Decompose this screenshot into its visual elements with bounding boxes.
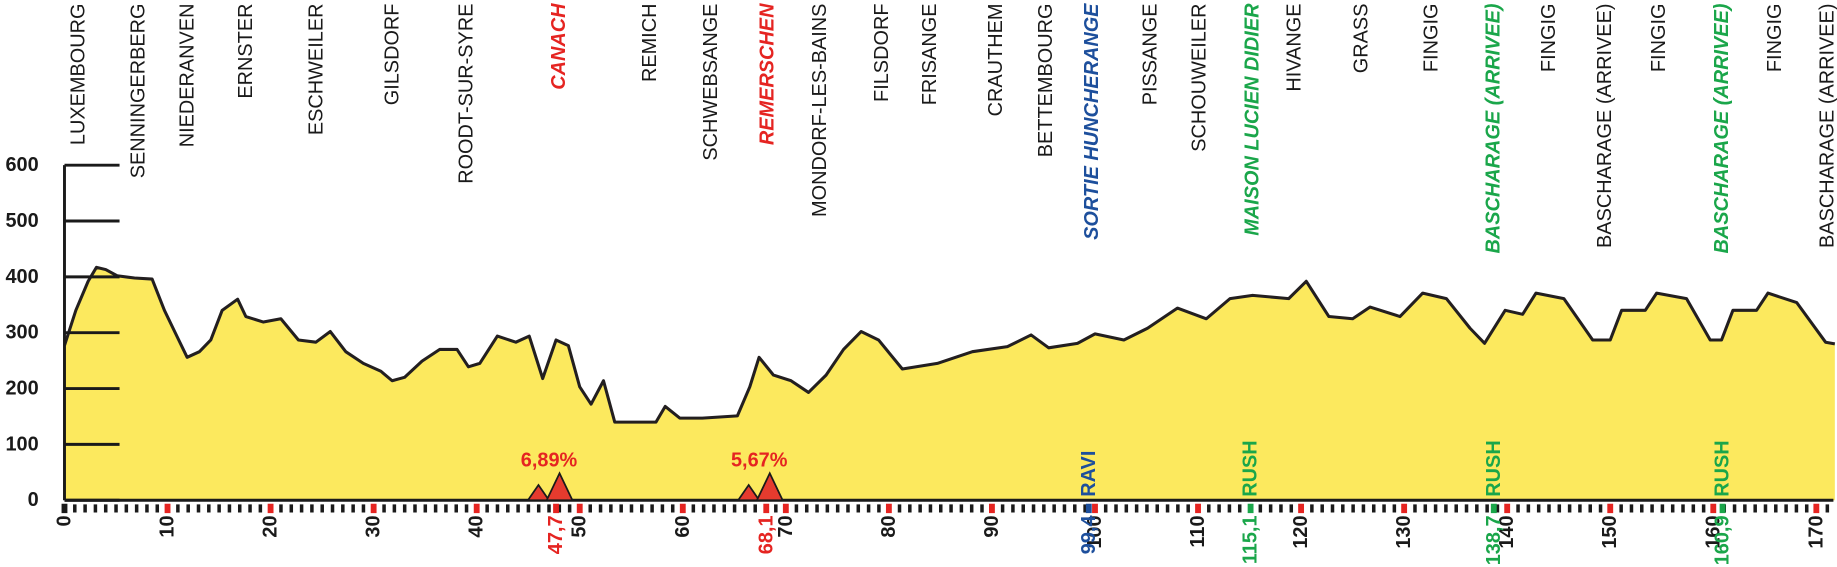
climb-icon-large bbox=[755, 471, 785, 502]
point-km-label: 138,7 bbox=[1483, 515, 1505, 565]
place-name: BASCHARAGE (ARRIVEE) bbox=[1711, 3, 1733, 253]
place-name: FRISANGE bbox=[919, 4, 941, 106]
place-name: FINGIG bbox=[1648, 4, 1670, 73]
x-tick bbox=[1401, 503, 1408, 514]
place-name: HIVANGE bbox=[1284, 4, 1306, 92]
place-name: MONDORF-LES-BAINS bbox=[809, 4, 831, 217]
place-name: ROODT-SUR-SYRE bbox=[455, 4, 477, 184]
place-name: REMERSCHEN bbox=[756, 3, 778, 145]
point-marker bbox=[553, 503, 559, 514]
point-marker bbox=[1085, 503, 1092, 514]
x-tick bbox=[473, 503, 480, 514]
x-tick-label: 60 bbox=[672, 515, 694, 537]
climb-gradient: 5,67% bbox=[731, 449, 788, 471]
place-name: BASCHARAGE (ARRIVEE) bbox=[1594, 4, 1616, 248]
place-name: FINGIG bbox=[1538, 4, 1560, 73]
x-tick-label: 140 bbox=[1496, 515, 1518, 548]
x-tick-label: 130 bbox=[1393, 515, 1415, 548]
x-tick-label: 10 bbox=[157, 515, 179, 537]
elevation-area bbox=[64, 267, 1835, 501]
x-tick-label: 110 bbox=[1187, 515, 1209, 547]
place-name: CRAUTHEM bbox=[985, 4, 1007, 117]
y-tick-label: 600 bbox=[5, 154, 38, 176]
x-tick-label: 90 bbox=[981, 515, 1003, 537]
point-km-label: 68,1 bbox=[755, 515, 777, 554]
point-marker bbox=[1719, 503, 1726, 514]
x-tick bbox=[61, 503, 68, 514]
x-tick-label: 80 bbox=[878, 515, 900, 537]
climb-icon-small bbox=[736, 483, 761, 502]
x-tick-label: 50 bbox=[569, 515, 591, 537]
place-name: MAISON LUCIEN DIDIER bbox=[1241, 3, 1263, 236]
y-tick-label: 0 bbox=[28, 489, 39, 511]
elevation-line bbox=[63, 265, 1836, 424]
point-km-label: 115,1 bbox=[1240, 515, 1262, 564]
x-tick bbox=[1813, 503, 1820, 514]
point-km-label: 99,4 bbox=[1078, 515, 1100, 554]
climb-icon-large bbox=[545, 471, 574, 502]
x-tick bbox=[1195, 503, 1201, 514]
place-name: REMICH bbox=[639, 4, 661, 83]
y-tick-label: 100 bbox=[5, 433, 38, 455]
point-km-label: 47,7 bbox=[545, 515, 567, 554]
place-name: SORTIE HUNCHERANGE bbox=[1081, 3, 1103, 240]
y-tick-label: 300 bbox=[5, 322, 38, 344]
climb-icon-small bbox=[526, 483, 551, 502]
x-tick bbox=[1710, 503, 1717, 514]
place-name: BASCHARAGE (ARRIVEE) bbox=[1817, 4, 1837, 248]
x-tick bbox=[679, 503, 686, 514]
x-tick bbox=[267, 503, 274, 514]
point-tag: RAVI bbox=[1078, 451, 1100, 497]
point-tag: RUSH bbox=[1240, 440, 1262, 496]
x-tick bbox=[885, 503, 892, 514]
place-name: NIEDERANVEN bbox=[176, 4, 198, 148]
point-marker bbox=[1247, 503, 1254, 514]
y-tick-label: 500 bbox=[5, 210, 38, 232]
point-km-label: 160,9 bbox=[1712, 515, 1734, 565]
climb-gradient: 6,89% bbox=[521, 449, 578, 471]
point-marker bbox=[763, 503, 770, 514]
x-tick-label: 150 bbox=[1599, 515, 1621, 548]
place-name: FINGIG bbox=[1764, 4, 1786, 73]
place-name: GILSDORF bbox=[382, 4, 404, 106]
x-tick bbox=[1504, 503, 1511, 514]
x-tick-label: 170 bbox=[1805, 515, 1827, 548]
place-name: BASCHARAGE (ARRIVEE) bbox=[1483, 3, 1505, 253]
y-tick-label: 200 bbox=[5, 378, 38, 400]
x-tick-label: 30 bbox=[363, 515, 385, 537]
x-tick bbox=[370, 503, 377, 514]
place-name: FILSDORF bbox=[871, 4, 893, 102]
x-tick-label: 70 bbox=[775, 515, 797, 537]
x-tick-label: 100 bbox=[1084, 515, 1106, 548]
x-tick-label: 160 bbox=[1702, 515, 1724, 548]
x-tick bbox=[989, 503, 995, 514]
place-name: LUXEMBOURG bbox=[68, 4, 90, 146]
x-tick bbox=[1298, 503, 1305, 514]
y-tick-label: 400 bbox=[5, 266, 38, 288]
place-name: SCHOUWEILER bbox=[1189, 4, 1211, 152]
x-tick bbox=[164, 503, 171, 514]
place-name: ESCHWEILER bbox=[305, 4, 327, 136]
x-tick-label: 20 bbox=[260, 515, 282, 537]
place-name: PISSANGE bbox=[1139, 4, 1161, 106]
place-name: SENNINGERBERG bbox=[127, 4, 149, 179]
x-tick bbox=[1607, 503, 1614, 514]
place-name: SCHWEBSANGE bbox=[700, 4, 722, 161]
x-tick-label: 0 bbox=[53, 515, 75, 526]
x-tick-label: 40 bbox=[466, 515, 488, 537]
point-marker bbox=[1490, 503, 1497, 514]
place-name: CANACH bbox=[548, 3, 570, 90]
x-tick bbox=[1092, 503, 1098, 514]
place-name: ERNSTER bbox=[235, 4, 257, 99]
x-tick-label: 120 bbox=[1290, 515, 1312, 548]
x-tick bbox=[782, 503, 789, 514]
point-tag: RUSH bbox=[1712, 440, 1734, 496]
place-name: FINGIG bbox=[1421, 4, 1443, 73]
x-tick bbox=[576, 503, 583, 514]
point-tag: RUSH bbox=[1483, 440, 1505, 496]
place-name: GRASS bbox=[1350, 4, 1372, 74]
place-name: BETTEMBOURG bbox=[1035, 4, 1057, 158]
